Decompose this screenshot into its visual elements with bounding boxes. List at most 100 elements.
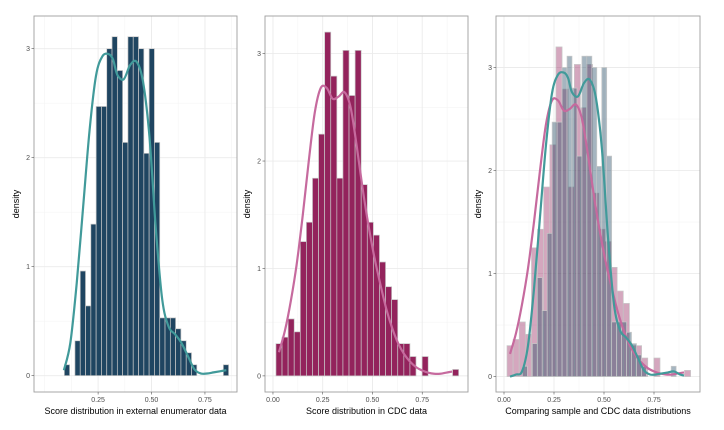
bar-cdc xyxy=(312,177,319,377)
bar-sample xyxy=(546,233,553,377)
bar-sample xyxy=(159,317,166,377)
x-tick-label: 0.50 xyxy=(597,397,611,404)
bar-sample xyxy=(116,70,123,377)
x-tick-label: 0.75 xyxy=(198,397,212,404)
bar-sample xyxy=(85,305,92,377)
y-tick-label: 0 xyxy=(26,373,30,380)
density-line-sample xyxy=(509,71,685,378)
y-tick-labels: 0 1 2 3 xyxy=(257,51,265,380)
x-tick-labels: 0.00 0.25 0.50 0.75 xyxy=(266,392,429,404)
histogram-bars xyxy=(63,36,229,377)
y-tick-label: 0 xyxy=(257,373,261,380)
bar-sample xyxy=(127,36,134,377)
bar-sample xyxy=(531,343,538,377)
bar-cdc xyxy=(318,133,326,377)
bar-cdc xyxy=(336,177,344,377)
bar-sample xyxy=(101,106,108,377)
y-axis-title: density xyxy=(242,189,252,218)
x-axis-title: Score distribution in external enumerato… xyxy=(44,406,226,416)
plot-frame xyxy=(264,15,469,393)
bar-cdc xyxy=(452,369,459,377)
density-lines xyxy=(62,52,227,375)
panel-external-enumerator: 0.25 0.50 0.75 0 1 2 3 Score distribution in … xyxy=(11,15,238,416)
x-tick-label: 0.00 xyxy=(497,397,511,404)
bar-sample xyxy=(566,55,573,377)
bar-sample xyxy=(571,87,578,377)
y-tick-label: 3 xyxy=(257,51,261,58)
y-axis-title: density xyxy=(473,189,483,218)
bar-sample xyxy=(122,142,129,377)
x-axis-title: Comparing sample and CDC data distributi… xyxy=(505,406,691,416)
bar-sample xyxy=(541,310,548,377)
y-tick-label: 1 xyxy=(257,266,261,273)
x-tick-labels: 0.00 0.25 0.50 0.75 xyxy=(497,392,661,404)
bar-sample xyxy=(551,121,558,377)
bar-cdc xyxy=(421,356,429,377)
x-tick-label: 0.00 xyxy=(266,397,280,404)
y-tick-label: 0 xyxy=(488,374,492,381)
bar-sample xyxy=(106,48,113,377)
panel-cdc: 0.00 0.25 0.50 0.75 0 1 2 3 Score distribution… xyxy=(242,15,469,416)
panel-comparison: 0.00 0.25 0.50 0.75 0 1 2 3 Comparing sample a… xyxy=(473,15,701,416)
y-tick-label: 3 xyxy=(488,65,492,72)
bar-sample xyxy=(586,55,593,377)
x-tick-label: 0.50 xyxy=(366,397,380,404)
bar-sample xyxy=(74,340,81,377)
x-tick-label: 0.25 xyxy=(316,397,330,404)
bar-sample xyxy=(79,270,86,377)
bar-sample xyxy=(138,48,145,377)
bar-cdc xyxy=(330,75,338,377)
x-tick-label: 0.25 xyxy=(91,397,105,404)
bar-cdc xyxy=(299,241,307,377)
plot-frame xyxy=(33,15,238,393)
bar-cdc xyxy=(354,50,362,377)
x-tick-label: 0.25 xyxy=(547,397,561,404)
histogram-bars xyxy=(506,46,691,377)
y-tick-label: 3 xyxy=(26,46,30,53)
density-line-cdc xyxy=(277,84,453,375)
x-tick-label: 0.75 xyxy=(415,397,429,404)
bar-sample xyxy=(556,121,563,377)
bar-cdc xyxy=(287,318,295,377)
y-tick-label: 2 xyxy=(26,155,30,162)
y-tick-labels: 0 1 2 3 xyxy=(488,65,496,381)
bar-sample xyxy=(154,142,161,377)
bar-cdc xyxy=(281,336,289,377)
bar-cdc xyxy=(306,221,313,377)
bar-cdc xyxy=(379,261,386,377)
bar-cdc xyxy=(653,357,661,377)
bar-sample xyxy=(143,152,150,377)
y-tick-label: 2 xyxy=(488,168,492,175)
density-line-sample xyxy=(62,52,227,375)
bar-sample xyxy=(561,67,568,377)
bar-sample xyxy=(95,106,102,377)
x-tick-label: 0.50 xyxy=(145,397,159,404)
bar-cdc xyxy=(684,370,691,377)
x-tick-labels: 0.25 0.50 0.75 xyxy=(91,392,212,404)
y-tick-label: 1 xyxy=(26,264,30,271)
bar-sample xyxy=(596,166,603,377)
density-line-cdc xyxy=(508,97,685,376)
bar-sample xyxy=(581,55,588,377)
bar-sample xyxy=(591,67,598,377)
y-axis-title: density xyxy=(11,189,21,218)
x-tick-label: 0.75 xyxy=(647,397,661,404)
bar-sample xyxy=(90,223,97,377)
bar-sample xyxy=(111,36,118,377)
bar-sample xyxy=(611,321,617,377)
plot-frame xyxy=(495,15,701,393)
bar-sample xyxy=(576,155,583,377)
y-tick-label: 2 xyxy=(257,159,261,166)
bar-sample xyxy=(169,317,176,377)
density-lines xyxy=(277,84,453,375)
y-tick-labels: 0 1 2 3 xyxy=(26,46,34,380)
histogram-bars xyxy=(275,31,459,377)
density-lines xyxy=(508,71,685,378)
bar-cdc xyxy=(324,31,332,377)
bar-sample xyxy=(132,36,139,377)
bar-cdc xyxy=(512,339,520,377)
bar-cdc xyxy=(293,331,301,377)
y-tick-label: 1 xyxy=(488,271,492,278)
bar-sample xyxy=(536,277,543,377)
